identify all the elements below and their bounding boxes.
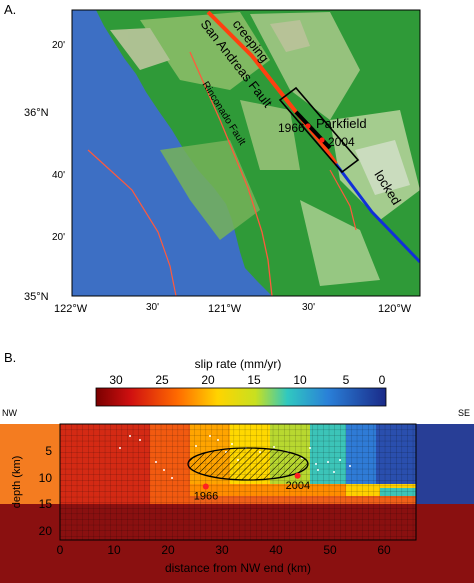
event-2004-hypocenter <box>294 472 301 479</box>
colorbar-tick: 25 <box>155 373 169 387</box>
nw-label: NW <box>2 408 17 418</box>
colorbar <box>95 387 387 407</box>
y-tick: 5 <box>45 444 52 458</box>
label-1966: 1966 <box>278 121 305 135</box>
panel-a-label: A. <box>4 2 16 17</box>
se-boundary-region <box>416 424 474 504</box>
y-tick: 10 <box>39 471 53 485</box>
rinconado-fault-line <box>189 51 273 296</box>
x-tick: 20 <box>161 543 175 557</box>
study-region-box <box>278 86 360 174</box>
x-tick: 0 <box>57 543 64 557</box>
colorbar-tick: 20 <box>201 373 215 387</box>
event-2004-label: 2004 <box>286 480 310 492</box>
coastal-fault-line <box>87 149 177 296</box>
colorbar-tick: 10 <box>293 373 307 387</box>
x-tick: 50 <box>323 543 337 557</box>
colorbar-title: slip rate (mm/yr) <box>195 357 282 371</box>
terrain <box>110 12 420 286</box>
map-frame <box>71 9 421 297</box>
lon-tick-label: 122°W <box>54 303 88 315</box>
slip-frame <box>59 423 417 541</box>
colorbar-tick-labels: 30 25 20 15 10 5 0 <box>109 373 385 387</box>
lon-tick-label: 120°W <box>378 303 412 315</box>
panel-b-label: B. <box>4 350 16 365</box>
colorbar-tick: 0 <box>379 373 386 387</box>
locked-segment <box>334 163 420 264</box>
event-1966-marker <box>305 123 311 129</box>
parkfield-label: Parkfield <box>316 116 367 131</box>
slip-distribution <box>60 424 416 540</box>
event-2004-marker <box>319 137 325 143</box>
colorbar-tick: 15 <box>247 373 261 387</box>
modeled-fault-segment <box>294 110 332 150</box>
lat-tick-label: 36°N <box>24 107 49 119</box>
lat-tick-label: 40' <box>52 170 65 181</box>
event-1966-hypocenter <box>202 483 209 490</box>
x-axis-label: distance from NW end (km) <box>165 561 311 575</box>
map <box>72 10 420 296</box>
y-axis-ticks: 5 10 15 20 <box>39 444 53 538</box>
colorbar-tick: 30 <box>109 373 123 387</box>
lat-tick-label: 20' <box>52 40 65 51</box>
longitude-axis: 122°W 30' 121°W 30' 120°W <box>54 302 412 315</box>
se-label: SE <box>458 408 470 418</box>
x-tick: 40 <box>269 543 283 557</box>
asperity-ellipse <box>187 447 309 481</box>
lat-tick-label: 20' <box>52 232 65 243</box>
nw-boundary-region <box>0 424 60 504</box>
y-tick: 15 <box>39 497 53 511</box>
lon-tick-label: 30' <box>302 302 315 313</box>
lon-tick-label: 30' <box>146 302 159 313</box>
y-axis-label: depth (km) <box>11 456 23 509</box>
lon-tick-label: 121°W <box>208 303 242 315</box>
secondary-fault-line <box>329 169 357 231</box>
x-tick: 10 <box>107 543 121 557</box>
x-tick: 30 <box>215 543 229 557</box>
x-tick: 60 <box>377 543 391 557</box>
lat-tick-label: 35°N <box>24 291 49 303</box>
label-2004: 2004 <box>328 135 355 149</box>
colorbar-tick: 5 <box>343 373 350 387</box>
event-1966-label: 1966 <box>194 491 218 503</box>
latitude-axis: 20' 36°N 40' 20' 35°N <box>24 40 65 303</box>
x-axis-ticks: 0 10 20 30 40 50 60 <box>57 543 391 557</box>
y-tick: 20 <box>39 524 53 538</box>
